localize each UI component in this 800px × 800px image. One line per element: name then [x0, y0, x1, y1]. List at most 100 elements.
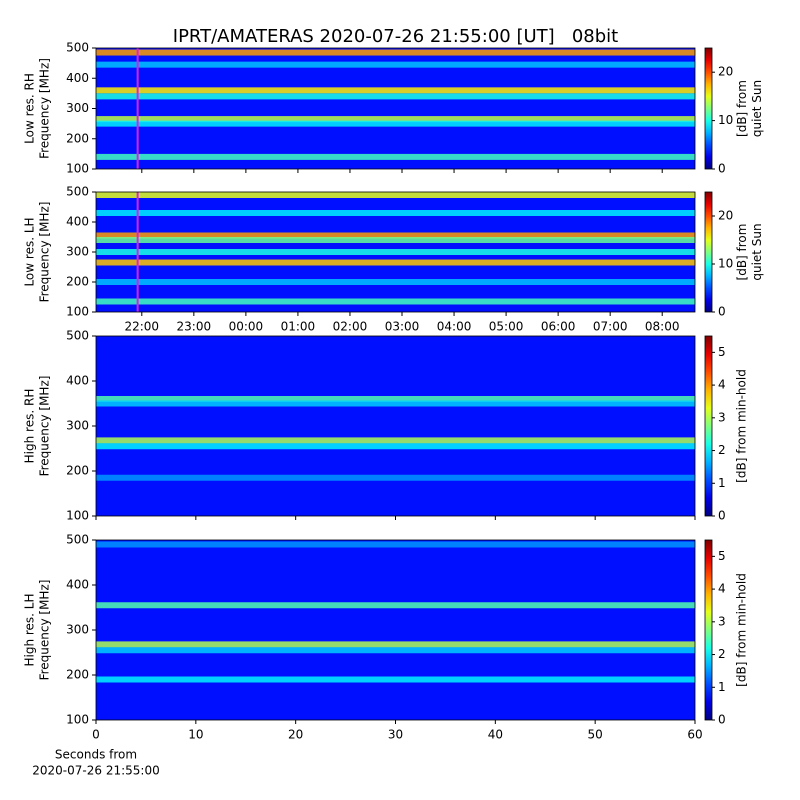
y-tick-label: 100 [66, 509, 89, 523]
y-axis-label: Low res. LH [23, 217, 37, 286]
x-tick-label: 08:00 [645, 320, 680, 334]
y-axis-label: Frequency [MHz] [38, 58, 52, 159]
y-axis-label: Frequency [MHz] [38, 376, 52, 477]
x-tick-label: 04:00 [437, 320, 472, 334]
emission-band [96, 116, 695, 123]
emission-band [96, 87, 695, 94]
colorbar-label: [dB] from [735, 80, 749, 137]
heatmap-background [96, 540, 695, 720]
y-axis-label: High res. RH [23, 389, 37, 464]
emission-band [96, 298, 695, 305]
y-tick-label: 300 [66, 419, 89, 433]
emission-band [96, 676, 695, 683]
x-tick-label: 50 [588, 728, 603, 742]
colorbar-tick-label: 5 [718, 549, 726, 563]
y-tick-label: 200 [66, 668, 89, 682]
y-axis-label: Low res. RH [23, 73, 37, 144]
x-tick-label: 22:00 [124, 320, 159, 334]
colorbar-tick-label: 20 [718, 209, 733, 223]
y-tick-label: 500 [66, 185, 89, 199]
y-tick-label: 100 [66, 305, 89, 319]
x-tick-label: 60 [687, 728, 702, 742]
x-axis-label: Seconds from [55, 748, 137, 762]
y-tick-label: 500 [66, 41, 89, 55]
colorbar-label: [dB] from min-hold [735, 369, 749, 483]
emission-band [96, 153, 695, 160]
x-tick-label: 40 [488, 728, 503, 742]
emission-band [96, 443, 695, 450]
colorbar-tick-label: 1 [718, 476, 726, 490]
colorbar-tick-label: 2 [718, 647, 726, 661]
emission-band [96, 647, 695, 654]
colorbar [704, 47, 713, 170]
y-tick-label: 300 [66, 101, 89, 115]
emission-band [96, 279, 695, 285]
colorbar [704, 539, 713, 721]
emission-band [96, 237, 695, 243]
emission-band [96, 93, 695, 100]
colorbar-label: [dB] from min-hold [735, 573, 749, 687]
emission-band [96, 259, 695, 266]
colorbar [704, 335, 713, 517]
x-tick-label: 0 [92, 728, 100, 742]
heatmap-background [96, 336, 695, 516]
x-tick-label: 01:00 [281, 320, 316, 334]
y-tick-label: 300 [66, 623, 89, 637]
emission-band [96, 61, 695, 68]
colorbar-tick-label: 20 [718, 65, 733, 79]
x-tick-label: 06:00 [541, 320, 576, 334]
y-tick-label: 500 [66, 533, 89, 547]
colorbar-tick-label: 0 [718, 305, 726, 319]
y-tick-label: 400 [66, 71, 89, 85]
y-tick-label: 400 [66, 578, 89, 592]
colorbar-label: quiet Sun [750, 80, 764, 137]
colorbar-label: quiet Sun [750, 223, 764, 280]
colorbar-tick-label: 4 [718, 582, 726, 596]
emission-band [96, 541, 695, 548]
x-tick-label: 02:00 [333, 320, 368, 334]
emission-band [96, 249, 695, 255]
x-tick-label: 20 [288, 728, 303, 742]
x-tick-label: 30 [388, 728, 403, 742]
x-tick-label: 07:00 [593, 320, 628, 334]
y-tick-label: 200 [66, 464, 89, 478]
colorbar-tick-label: 0 [718, 162, 726, 176]
x-tick-label: 23:00 [177, 320, 212, 334]
emission-band [96, 437, 695, 444]
x-tick-label: 03:00 [385, 320, 420, 334]
emission-band [96, 474, 695, 481]
colorbar-tick-label: 5 [718, 345, 726, 359]
y-tick-label: 400 [66, 374, 89, 388]
colorbar-tick-label: 4 [718, 378, 726, 392]
colorbar [704, 191, 713, 313]
colorbar-label: [dB] from [735, 224, 749, 281]
colorbar-tick-label: 0 [718, 713, 726, 727]
y-axis-label: Frequency [MHz] [38, 202, 52, 303]
emission-band [96, 400, 695, 407]
emission-band [96, 210, 695, 216]
colorbar-tick-label: 3 [718, 410, 726, 424]
emission-band [96, 49, 695, 56]
x-tick-label: 00:00 [229, 320, 264, 334]
colorbar-tick-label: 10 [718, 113, 733, 127]
y-axis-label: High res. LH [23, 593, 37, 666]
emission-band [96, 232, 695, 239]
colorbar-tick-label: 10 [718, 257, 733, 271]
y-tick-label: 200 [66, 275, 89, 289]
colorbar-tick-label: 3 [718, 614, 726, 628]
chart-title: IPRT/AMATERAS 2020-07-26 21:55:00 [UT] 0… [173, 26, 618, 47]
y-tick-label: 100 [66, 162, 89, 176]
y-tick-label: 100 [66, 713, 89, 727]
x-axis-label: 2020-07-26 21:55:00 [32, 764, 159, 778]
heatmap-background [96, 48, 695, 169]
emission-band [96, 602, 695, 609]
emission-band [96, 120, 695, 127]
emission-band [96, 192, 695, 198]
x-tick-label: 05:00 [489, 320, 524, 334]
x-tick-label: 10 [188, 728, 203, 742]
y-tick-label: 400 [66, 215, 89, 229]
y-tick-label: 200 [66, 131, 89, 145]
emission-band [96, 396, 695, 402]
colorbar-tick-label: 0 [718, 509, 726, 523]
